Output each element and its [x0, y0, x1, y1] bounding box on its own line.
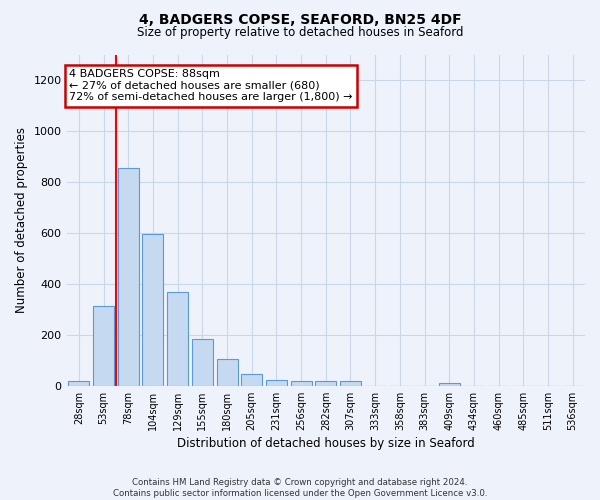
Bar: [167, 292, 188, 386]
Text: 4 BADGERS COPSE: 88sqm
← 27% of detached houses are smaller (680)
72% of semi-de: 4 BADGERS COPSE: 88sqm ← 27% of detached…: [69, 69, 353, 102]
X-axis label: Distribution of detached houses by size in Seaford: Distribution of detached houses by size …: [177, 437, 475, 450]
Bar: [192, 338, 213, 386]
Text: 4, BADGERS COPSE, SEAFORD, BN25 4DF: 4, BADGERS COPSE, SEAFORD, BN25 4DF: [139, 12, 461, 26]
Bar: [439, 383, 460, 386]
Bar: [93, 306, 114, 386]
Y-axis label: Number of detached properties: Number of detached properties: [15, 128, 28, 314]
Bar: [266, 380, 287, 386]
Bar: [290, 381, 311, 386]
Text: Size of property relative to detached houses in Seaford: Size of property relative to detached ho…: [137, 26, 463, 39]
Bar: [68, 381, 89, 386]
Bar: [118, 168, 139, 386]
Bar: [142, 234, 163, 386]
Bar: [340, 381, 361, 386]
Text: Contains HM Land Registry data © Crown copyright and database right 2024.
Contai: Contains HM Land Registry data © Crown c…: [113, 478, 487, 498]
Bar: [217, 359, 238, 386]
Bar: [241, 374, 262, 386]
Bar: [315, 381, 336, 386]
